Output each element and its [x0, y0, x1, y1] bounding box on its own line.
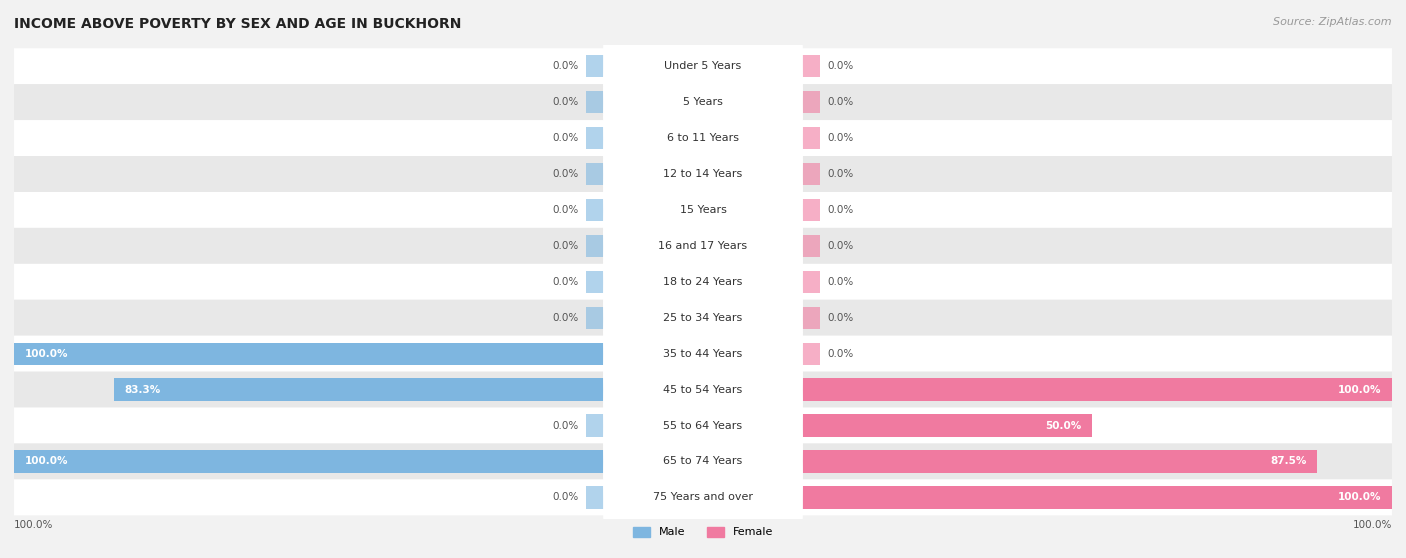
Text: 45 to 54 Years: 45 to 54 Years	[664, 384, 742, 395]
Text: Under 5 Years: Under 5 Years	[665, 61, 741, 71]
FancyBboxPatch shape	[603, 109, 803, 238]
FancyBboxPatch shape	[14, 372, 1392, 407]
Bar	[14, 343, 613, 365]
FancyBboxPatch shape	[14, 300, 1392, 336]
Bar	[586, 235, 613, 257]
Text: 75 Years and over: 75 Years and over	[652, 492, 754, 502]
Text: 50.0%: 50.0%	[1046, 421, 1083, 431]
Bar	[586, 199, 613, 221]
Text: 0.0%: 0.0%	[827, 349, 853, 359]
FancyBboxPatch shape	[14, 48, 1392, 84]
FancyBboxPatch shape	[14, 444, 1392, 479]
Text: 25 to 34 Years: 25 to 34 Years	[664, 312, 742, 323]
Text: 0.0%: 0.0%	[553, 312, 579, 323]
FancyBboxPatch shape	[603, 146, 803, 275]
Bar	[793, 378, 1392, 401]
Bar	[793, 486, 1392, 508]
FancyBboxPatch shape	[14, 120, 1392, 156]
Bar	[793, 55, 820, 78]
FancyBboxPatch shape	[603, 2, 803, 131]
Bar	[793, 306, 820, 329]
Bar	[793, 91, 820, 113]
Text: 5 Years: 5 Years	[683, 97, 723, 107]
FancyBboxPatch shape	[14, 336, 1392, 372]
Bar	[586, 271, 613, 293]
FancyBboxPatch shape	[14, 84, 1392, 120]
Bar	[586, 415, 613, 437]
Text: 100.0%: 100.0%	[1339, 384, 1382, 395]
Bar	[14, 450, 613, 473]
Text: 0.0%: 0.0%	[827, 205, 853, 215]
Text: 100.0%: 100.0%	[24, 349, 67, 359]
FancyBboxPatch shape	[14, 228, 1392, 264]
Text: 0.0%: 0.0%	[553, 133, 579, 143]
Bar	[114, 378, 613, 401]
FancyBboxPatch shape	[14, 192, 1392, 228]
Text: 0.0%: 0.0%	[553, 97, 579, 107]
Bar	[586, 486, 613, 508]
Bar	[793, 163, 820, 185]
Legend: Male, Female: Male, Female	[628, 522, 778, 542]
FancyBboxPatch shape	[14, 407, 1392, 444]
Bar	[793, 199, 820, 221]
Text: INCOME ABOVE POVERTY BY SEX AND AGE IN BUCKHORN: INCOME ABOVE POVERTY BY SEX AND AGE IN B…	[14, 17, 461, 31]
Text: 0.0%: 0.0%	[553, 61, 579, 71]
FancyBboxPatch shape	[603, 181, 803, 310]
Text: 100.0%: 100.0%	[1353, 519, 1392, 530]
FancyBboxPatch shape	[603, 74, 803, 203]
Text: 6 to 11 Years: 6 to 11 Years	[666, 133, 740, 143]
Text: 0.0%: 0.0%	[827, 97, 853, 107]
Text: 0.0%: 0.0%	[827, 277, 853, 287]
Text: 0.0%: 0.0%	[553, 492, 579, 502]
Bar	[586, 127, 613, 149]
FancyBboxPatch shape	[603, 253, 803, 382]
Text: 35 to 44 Years: 35 to 44 Years	[664, 349, 742, 359]
FancyBboxPatch shape	[14, 264, 1392, 300]
Text: 100.0%: 100.0%	[1339, 492, 1382, 502]
FancyBboxPatch shape	[603, 217, 803, 347]
Bar	[793, 127, 820, 149]
FancyBboxPatch shape	[603, 325, 803, 454]
FancyBboxPatch shape	[603, 361, 803, 490]
Text: 16 and 17 Years: 16 and 17 Years	[658, 241, 748, 251]
Text: 55 to 64 Years: 55 to 64 Years	[664, 421, 742, 431]
FancyBboxPatch shape	[14, 156, 1392, 192]
Bar	[586, 306, 613, 329]
Text: 0.0%: 0.0%	[553, 169, 579, 179]
Text: 0.0%: 0.0%	[553, 277, 579, 287]
Text: 0.0%: 0.0%	[827, 169, 853, 179]
Text: 15 Years: 15 Years	[679, 205, 727, 215]
Text: 83.3%: 83.3%	[125, 384, 160, 395]
Bar	[586, 91, 613, 113]
Bar	[793, 343, 820, 365]
Text: 100.0%: 100.0%	[24, 456, 67, 466]
Bar	[586, 163, 613, 185]
Text: 0.0%: 0.0%	[827, 61, 853, 71]
FancyBboxPatch shape	[14, 479, 1392, 516]
Text: 65 to 74 Years: 65 to 74 Years	[664, 456, 742, 466]
Text: 18 to 24 Years: 18 to 24 Years	[664, 277, 742, 287]
Text: 0.0%: 0.0%	[827, 241, 853, 251]
FancyBboxPatch shape	[603, 397, 803, 526]
Text: 12 to 14 Years: 12 to 14 Years	[664, 169, 742, 179]
Bar	[793, 235, 820, 257]
FancyBboxPatch shape	[603, 37, 803, 167]
Text: 0.0%: 0.0%	[553, 205, 579, 215]
Bar	[793, 415, 1092, 437]
Bar	[586, 55, 613, 78]
Text: 0.0%: 0.0%	[553, 421, 579, 431]
FancyBboxPatch shape	[603, 289, 803, 418]
Text: 100.0%: 100.0%	[14, 519, 53, 530]
Text: Source: ZipAtlas.com: Source: ZipAtlas.com	[1274, 17, 1392, 27]
Bar	[793, 450, 1317, 473]
FancyBboxPatch shape	[603, 433, 803, 558]
Text: 87.5%: 87.5%	[1270, 456, 1306, 466]
Text: 0.0%: 0.0%	[827, 312, 853, 323]
Text: 0.0%: 0.0%	[827, 133, 853, 143]
Text: 0.0%: 0.0%	[553, 241, 579, 251]
Bar	[793, 271, 820, 293]
